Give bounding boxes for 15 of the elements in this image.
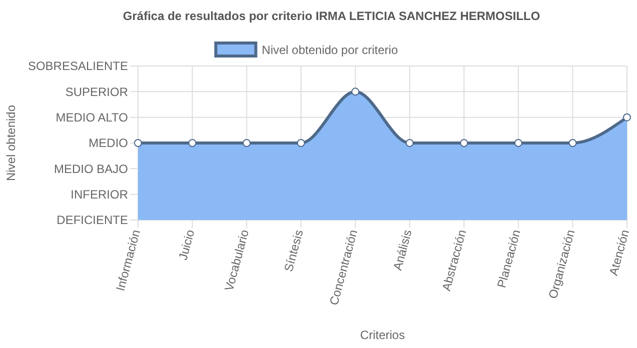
x-tick-label: Juicio [176,228,198,262]
chart-title: Gráfica de resultados por criterio IRMA LETICIA SANCHEZ HERMOSILLO [122,9,540,23]
x-axis-title: Criterios [360,328,405,342]
text: Nivel obtenido [4,104,18,182]
category-label: SUPERIOR [65,84,128,99]
category-label: MEDIO BAJO [54,162,128,176]
category-label: INFERIOR [70,188,128,202]
legend-label: Nivel obtenido por criterio [262,43,398,58]
category-label: SOBRESALIENTE [28,59,128,74]
x-tick-label: Síntesis [281,228,306,274]
x-tick-label: Análisis [390,228,415,272]
category-label: MEDIO ALTO [56,110,128,125]
category-label: DEFICIENTE [56,213,128,228]
x-tick-label: Atención [606,228,632,277]
category-label: MEDIO [88,136,128,150]
